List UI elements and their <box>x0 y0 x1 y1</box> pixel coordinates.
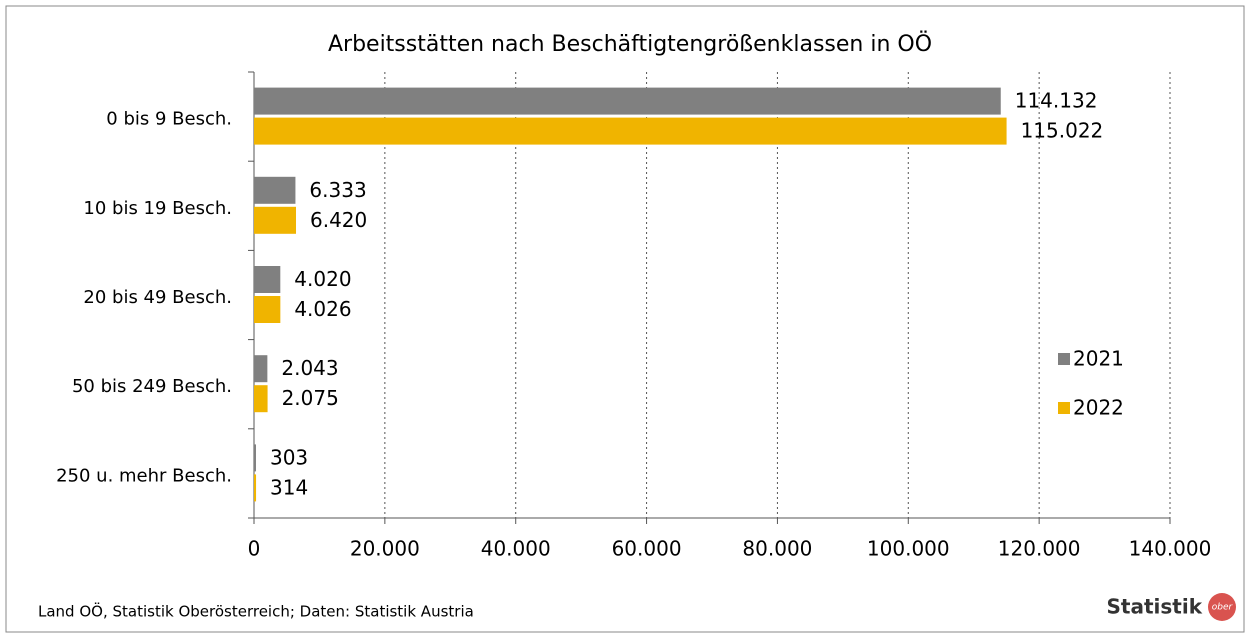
chart-title: Arbeitsstätten nach Beschäftigtengrößenk… <box>328 31 932 57</box>
data-label: 4.026 <box>294 297 351 321</box>
bar <box>254 176 296 204</box>
bar <box>254 266 281 293</box>
x-tick-label: 120.000 <box>998 537 1081 561</box>
data-label: 314 <box>270 475 308 499</box>
logo-badge-text: ober <box>1212 603 1234 613</box>
bar <box>254 355 268 383</box>
data-label: 4.020 <box>294 267 351 291</box>
x-tick-label: 80.000 <box>742 537 812 561</box>
bar <box>254 296 281 323</box>
data-label: 2.043 <box>281 356 338 380</box>
legend-label: 2022 <box>1073 396 1124 420</box>
data-label: 2.075 <box>282 386 339 410</box>
y-tick-label: 250 u. mehr Besch. <box>56 465 232 486</box>
bar <box>254 444 256 472</box>
logo-badge <box>1208 593 1236 621</box>
x-tick-label: 40.000 <box>481 537 551 561</box>
data-label: 6.420 <box>310 208 367 232</box>
y-tick-label: 10 bis 19 Besch. <box>83 198 232 219</box>
x-tick-label: 100.000 <box>867 537 950 561</box>
bar <box>254 206 297 234</box>
source-note: Land OÖ, Statistik Oberösterreich; Daten… <box>38 602 474 621</box>
x-tick-label: 0 <box>248 537 261 561</box>
bar <box>254 117 1007 145</box>
x-tick-label: 140.000 <box>1129 537 1212 561</box>
y-tick-label: 0 bis 9 Besch. <box>106 109 232 130</box>
data-label: 115.022 <box>1021 119 1104 143</box>
legend-label: 2021 <box>1073 347 1124 371</box>
legend-swatch <box>1058 353 1070 365</box>
x-tick-label: 60.000 <box>612 537 682 561</box>
data-label: 6.333 <box>309 178 366 202</box>
data-label: 303 <box>270 445 308 469</box>
bar <box>254 474 257 502</box>
y-tick-label: 20 bis 49 Besch. <box>83 287 232 308</box>
bar <box>254 385 268 413</box>
y-tick-label: 50 bis 249 Besch. <box>72 376 232 397</box>
x-tick-label: 20.000 <box>350 537 420 561</box>
data-label: 114.132 <box>1015 89 1098 113</box>
legend-swatch <box>1058 402 1070 414</box>
logo-text: Statistik <box>1107 595 1203 619</box>
bar <box>254 87 1001 115</box>
